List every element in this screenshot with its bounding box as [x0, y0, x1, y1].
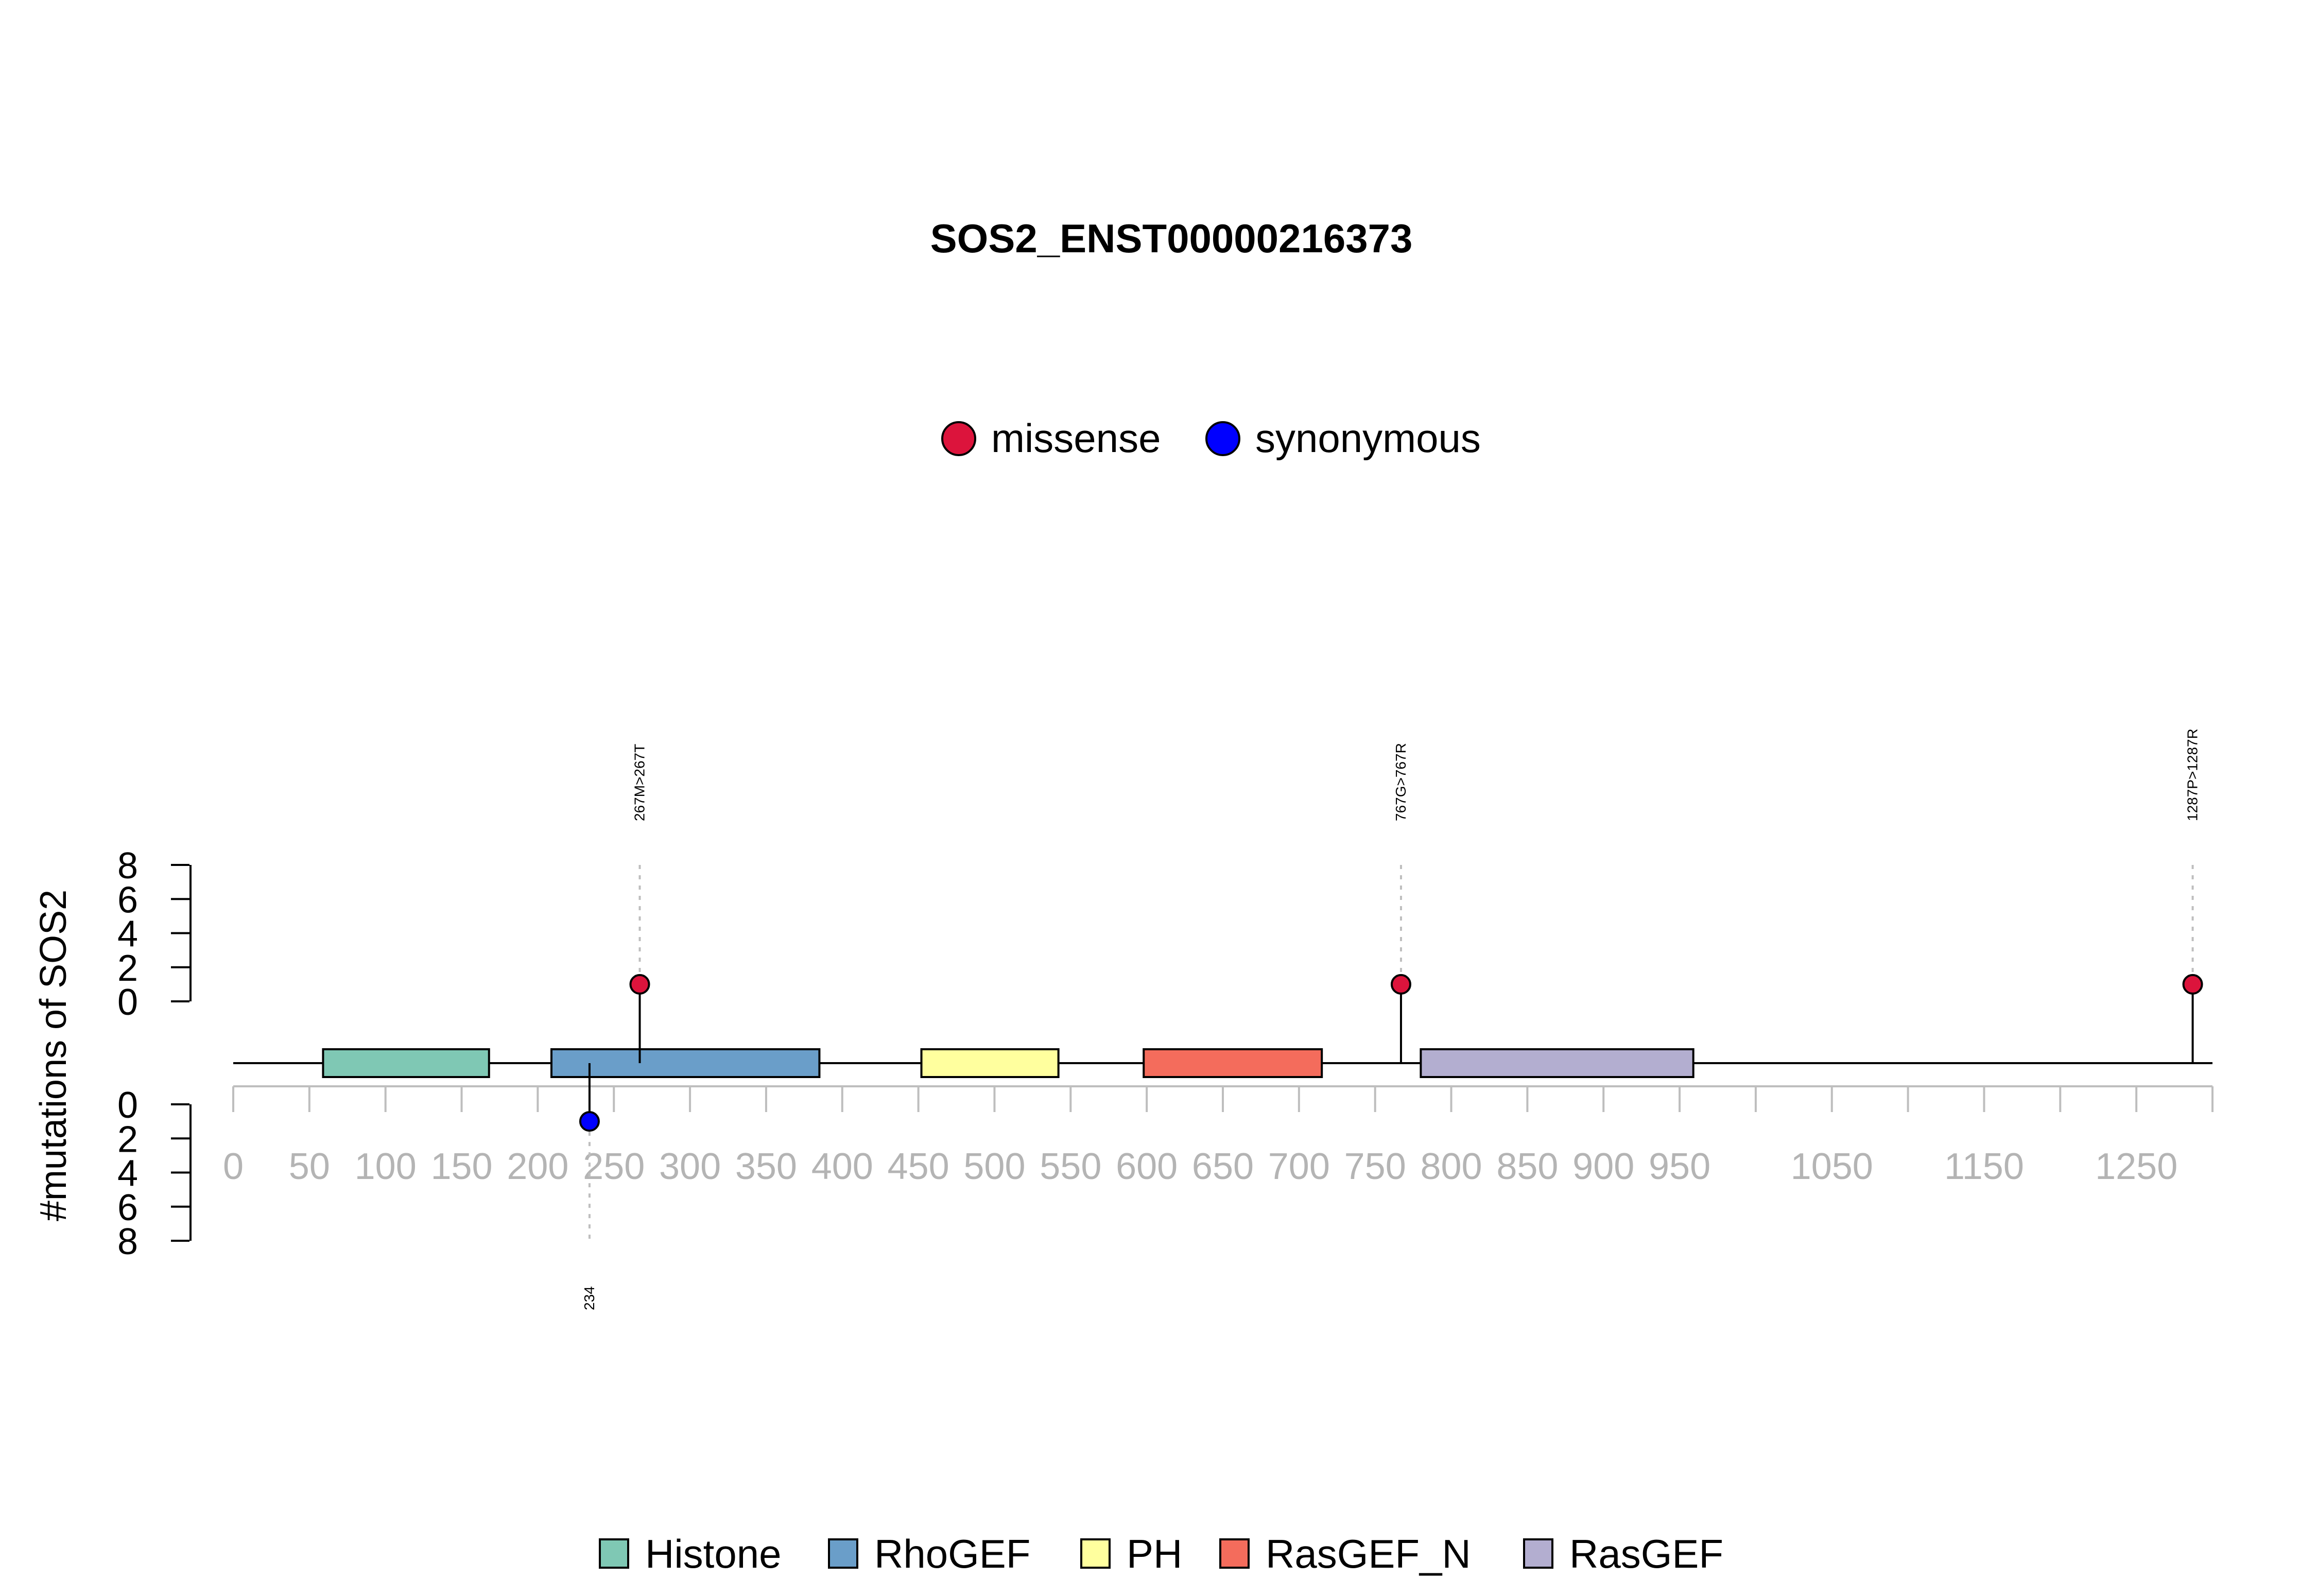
mutation-point	[579, 1111, 600, 1132]
x-tick-label: 750	[1344, 1146, 1406, 1187]
x-tick-label: 300	[659, 1146, 721, 1187]
x-tick-label: 550	[1040, 1146, 1101, 1187]
domain-ph	[920, 1048, 1060, 1078]
legend-marker-synonymous	[1205, 421, 1240, 456]
mutation-label: 767G>767R	[1393, 743, 1409, 821]
x-tick-label: 950	[1649, 1146, 1710, 1187]
mutation-legend: missense synonymous	[941, 415, 1481, 461]
legend-swatch-ph	[1080, 1538, 1111, 1569]
x-tick-label: 0	[223, 1146, 244, 1187]
legend-swatch-rasgef-n	[1219, 1538, 1250, 1569]
x-tick-label: 150	[430, 1146, 492, 1187]
y-tick-label-top: 2	[117, 948, 138, 989]
x-tick-label: 100	[355, 1146, 417, 1187]
legend-swatch-rasgef	[1523, 1538, 1553, 1569]
mutation-label: 267M>267T	[631, 744, 647, 821]
chart-title: SOS2_ENST00000216373	[930, 216, 1413, 261]
legend-swatch-histone	[599, 1538, 629, 1569]
y-tick-label-top: 6	[117, 879, 138, 921]
domain-rhogef	[550, 1048, 821, 1078]
y-tick-label-bottom: 2	[117, 1119, 138, 1160]
mutation-point	[629, 974, 650, 995]
legend-label-synonymous: synonymous	[1255, 415, 1481, 461]
legend-label-rasgef-n: RasGEF_N	[1266, 1531, 1471, 1576]
legend-marker-missense	[941, 421, 976, 456]
x-tick-label: 1250	[2095, 1146, 2177, 1187]
x-tick-label: 600	[1116, 1146, 1178, 1187]
domain-legend: Histone RhoGEF PH RasGEF_N RasGEF	[599, 1531, 1723, 1576]
legend-label-rhogef: RhoGEF	[874, 1531, 1030, 1576]
y-axis-label: #mutations of SOS2	[33, 890, 74, 1221]
mutation-label: 234	[581, 1286, 597, 1310]
x-tick-label: 650	[1192, 1146, 1254, 1187]
legend-swatch-rhogef	[828, 1538, 858, 1569]
mutation-point	[2182, 974, 2203, 995]
x-tick-label: 200	[507, 1146, 568, 1187]
y-tick-label-top: 8	[117, 845, 138, 887]
x-tick-label: 400	[811, 1146, 873, 1187]
x-tick-label: 700	[1268, 1146, 1330, 1187]
x-tick-label: 250	[583, 1146, 645, 1187]
y-tick-label-top: 4	[117, 914, 138, 955]
legend-label-histone: Histone	[645, 1531, 781, 1576]
legend-label-missense: missense	[991, 415, 1161, 461]
legend-label-rasgef: RasGEF	[1569, 1531, 1723, 1576]
domain-rasgef-n	[1143, 1048, 1323, 1078]
x-tick-label: 800	[1420, 1146, 1482, 1187]
x-tick-label: 450	[888, 1146, 949, 1187]
x-tick-label: 850	[1496, 1146, 1558, 1187]
x-tick-label: 1150	[1944, 1146, 2024, 1187]
domain-rasgef	[1420, 1048, 1694, 1078]
y-tick-label-bottom: 0	[117, 1085, 138, 1126]
legend-label-ph: PH	[1127, 1531, 1182, 1576]
x-tick-label: 350	[735, 1146, 797, 1187]
domain-histone	[322, 1048, 490, 1078]
y-tick-label-bottom: 8	[117, 1221, 138, 1262]
x-tick-label: 900	[1572, 1146, 1634, 1187]
x-tick-label: 1050	[1791, 1146, 1873, 1187]
y-tick-label-bottom: 4	[117, 1153, 138, 1194]
y-tick-label-bottom: 6	[117, 1187, 138, 1228]
x-tick-label: 500	[963, 1146, 1025, 1187]
y-tick-label-top: 0	[117, 982, 138, 1023]
x-tick-label: 50	[289, 1146, 330, 1187]
mutation-point	[1390, 974, 1411, 995]
mutation-label: 1287P>1287R	[2185, 728, 2201, 821]
